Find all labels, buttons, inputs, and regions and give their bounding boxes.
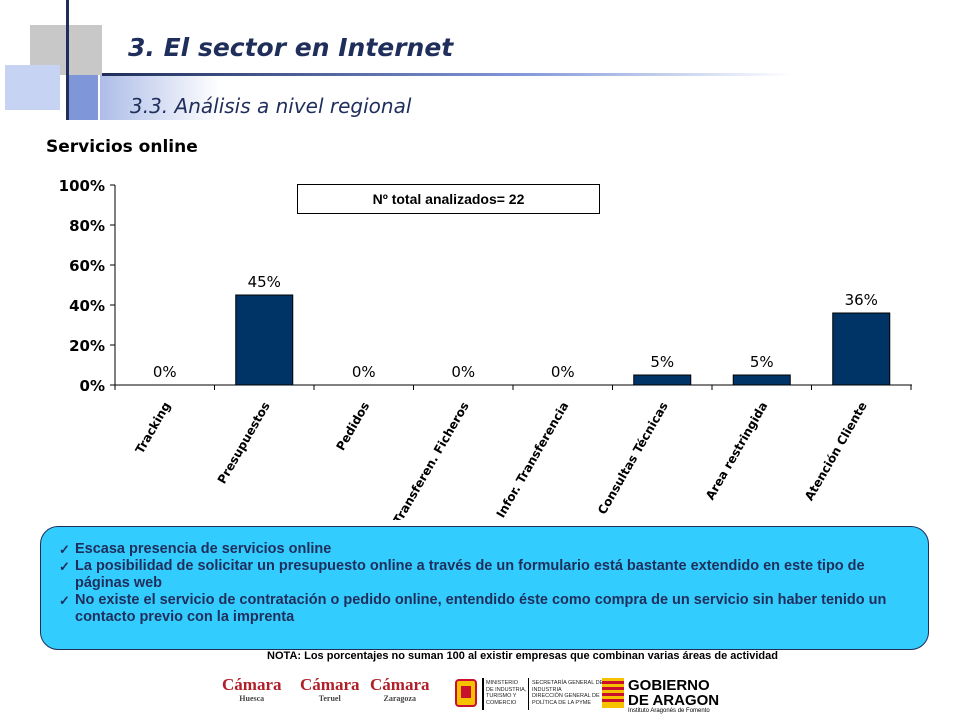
y-tick-label: 100%: [59, 177, 105, 195]
data-label: 0%: [153, 363, 177, 381]
category-label: Transferen. Ficheros: [390, 400, 471, 521]
camara-teruel-logo: Cámara Teruel: [300, 676, 359, 704]
camara-brand: Cámara: [370, 675, 430, 694]
data-label: 0%: [551, 363, 575, 381]
note-item: ✓ No existe el servicio de contratación …: [59, 592, 898, 626]
category-label: Infor. Transferencia: [494, 400, 572, 521]
check-icon: ✓: [59, 542, 70, 557]
page-title: 3. El sector en Internet: [128, 33, 454, 62]
data-label: 5%: [650, 353, 674, 371]
y-tick-label: 60%: [69, 257, 105, 275]
camara-city: Teruel: [318, 694, 341, 703]
total-analyzed-box: Nº total analizados= 22: [297, 184, 600, 214]
check-icon: ✓: [59, 593, 70, 608]
bar: [633, 374, 692, 386]
ministry-line: MINISTERIO: [486, 680, 519, 686]
category-label: Pedidos: [333, 400, 372, 453]
notes-list: ✓ Escasa presencia de servicios online ✓…: [59, 541, 898, 626]
secretaria-line: INDUSTRIA: [532, 686, 562, 693]
category-label: Consultas Técnicas: [595, 400, 671, 517]
gobierno-line: GOBIERNO: [628, 677, 710, 694]
bar: [235, 294, 294, 386]
ministry-line: TURISMO Y: [486, 693, 517, 699]
header-decoration-vertical-line: [66, 0, 69, 120]
data-label: 45%: [248, 273, 281, 291]
camara-brand: Cámara: [300, 675, 360, 694]
camara-city: Zaragoza: [383, 694, 416, 703]
secretaria-line: SECRETARÍA GENERAL DE: [532, 680, 604, 686]
ministry-line: DE INDUSTRIA,: [486, 686, 527, 693]
check-icon: ✓: [59, 559, 70, 574]
category-label: Area restringida: [703, 400, 770, 503]
data-label: 0%: [352, 363, 376, 381]
note-text: No existe el servicio de contratación o …: [75, 592, 887, 625]
y-tick-label: 0%: [80, 377, 105, 395]
secretaria-line: POLÍTICA DE LA PYME: [532, 699, 591, 706]
header-decoration-blue-mid: [68, 75, 98, 120]
y-tick-label: 40%: [69, 297, 105, 315]
camara-zaragoza-logo: Cámara Zaragoza: [370, 676, 429, 704]
note-text: La posibilidad de solicitar un presupues…: [75, 558, 865, 591]
gobierno-text: GOBIERNO DE ARAGON Instituto Aragonés de…: [628, 678, 719, 714]
header-decoration-horizontal-line: [102, 73, 792, 76]
section-heading: Servicios online: [46, 137, 198, 157]
camara-city: Huesca: [239, 694, 265, 703]
spain-coat-of-arms-icon: [455, 679, 477, 707]
header-decoration-fade: [100, 75, 220, 120]
ministry-divider-2: [528, 678, 529, 710]
y-tick-label: 80%: [69, 217, 105, 235]
data-label: 0%: [451, 363, 475, 381]
bar-chart: 0% 20% 40% 60% 80% 100% 0% Tracking 45% Presupues…: [59, 177, 912, 521]
gobierno-sub: Instituto Aragonés de Fomento: [628, 708, 710, 714]
category-label: Presupuestos: [215, 400, 273, 487]
footnote: NOTA: Los porcentajes no suman 100 al ex…: [267, 650, 778, 662]
bar: [832, 312, 891, 386]
header-decoration-blue-light: [5, 65, 60, 110]
camara-brand: Cámara: [222, 675, 282, 694]
secretaria-line: DIRECCIÓN GENERAL DE: [532, 693, 600, 699]
y-tick-label: 20%: [69, 337, 105, 355]
ministry-line: COMERCIO: [486, 699, 517, 706]
ministry-name: MINISTERIO DE INDUSTRIA, TURISMO Y COMER…: [486, 680, 526, 706]
note-item: ✓ La posibilidad de solicitar un presupu…: [59, 558, 898, 592]
secretaria-name: SECRETARÍA GENERAL DE INDUSTRIA DIRECCIÓ…: [532, 680, 603, 706]
aragon-flag-icon: [602, 678, 624, 708]
gobierno-line: DE ARAGON: [628, 692, 720, 709]
data-label: 5%: [750, 353, 774, 371]
notes-box: ✓ Escasa presencia de servicios online ✓…: [40, 526, 929, 650]
page-subtitle: 3.3. Análisis a nivel regional: [130, 94, 412, 118]
note-item: ✓ Escasa presencia de servicios online: [59, 541, 898, 558]
data-label: 36%: [845, 291, 878, 309]
camara-huesca-logo: Cámara Huesca: [222, 676, 281, 704]
ministry-divider: [482, 678, 484, 710]
note-text: Escasa presencia de servicios online: [75, 541, 332, 557]
bar: [732, 374, 791, 386]
category-label: Tracking: [133, 400, 174, 457]
category-label: Atención Cliente: [802, 400, 870, 504]
